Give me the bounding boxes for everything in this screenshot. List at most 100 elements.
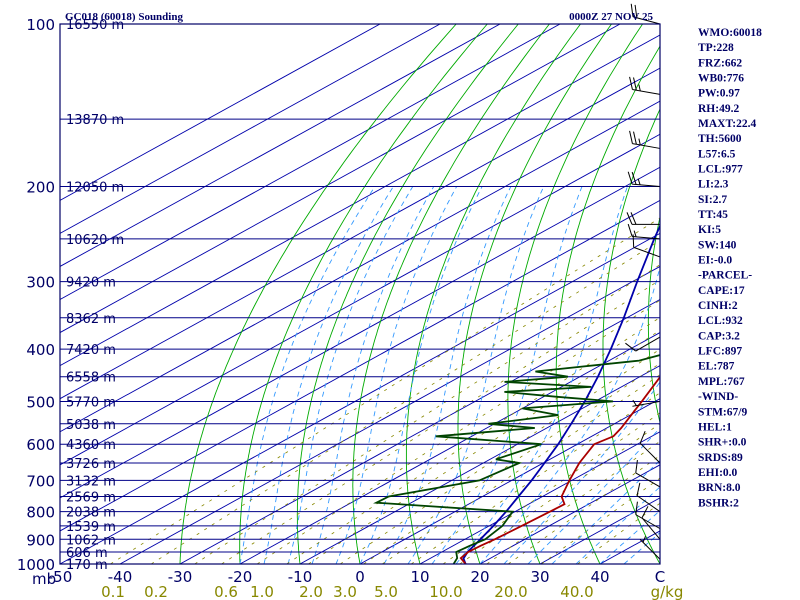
wind-barbs <box>625 3 661 560</box>
stability-index-item: FRZ:662 <box>698 57 742 69</box>
height-label: 2038 m <box>66 506 116 521</box>
wind-barb-flag <box>629 130 633 144</box>
wind-barb-half-flag <box>638 84 641 92</box>
stability-index-item: RH:49.2 <box>698 103 739 115</box>
wind-barb-flag <box>625 342 637 352</box>
stability-index-item: MAXT:22.4 <box>698 118 756 130</box>
wind-barb-flag <box>634 4 638 18</box>
height-label: 606 m <box>66 546 108 561</box>
wind-barb <box>629 130 661 149</box>
wind-barb <box>627 171 661 188</box>
wind-barb <box>639 430 661 464</box>
height-label: 1539 m <box>66 520 116 535</box>
sounding-traces <box>373 223 660 564</box>
stability-index-item: SW:140 <box>698 239 737 251</box>
wind-barb-shaft <box>632 143 661 149</box>
stability-index-item: BRN:8.0 <box>698 482 741 494</box>
stability-index-item: PW:0.97 <box>698 88 740 100</box>
height-label: 1062 m <box>66 533 116 548</box>
isotherm-line <box>60 232 660 564</box>
pressure-tick-label: 700 <box>26 472 55 490</box>
height-label: 7420 m <box>66 343 116 358</box>
height-label: 3726 m <box>66 457 116 472</box>
wind-barb-flag <box>627 171 633 185</box>
mixing-ratio-line <box>577 502 660 564</box>
wind-barb <box>629 76 661 95</box>
wind-barb-half-flag <box>638 138 641 146</box>
wind-barb <box>632 399 661 407</box>
isotherm-line <box>60 24 561 301</box>
stability-index-item: WMO:60018 <box>698 27 762 39</box>
stability-index-item: CAP:3.2 <box>698 330 740 342</box>
wind-barb-shaft <box>632 183 661 188</box>
wind-barb <box>626 212 660 225</box>
height-label: 3132 m <box>66 474 116 489</box>
stability-indices-panel: WMO:60018 TP:228 FRZ:662 WB0:776 PW:0.97 RH:4… <box>698 27 762 509</box>
height-label: 13870 m <box>66 113 124 128</box>
wind-barb-half-flag <box>637 178 641 185</box>
temperature-tick-label: 10 <box>410 568 429 586</box>
wind-barb-flag <box>627 223 633 237</box>
stability-index-item: -WIND- <box>698 391 738 403</box>
mixing-ratio-tick-label: 10.0 <box>429 583 462 600</box>
wind-barb-flag <box>633 131 637 145</box>
temperature-trace <box>459 375 660 564</box>
isotherm-line <box>119 265 660 564</box>
wind-barb-shaft <box>636 495 661 513</box>
isotherm-line <box>60 34 660 367</box>
isotherm-line <box>60 24 441 234</box>
isotherm-line <box>239 332 660 564</box>
wind-barb <box>630 3 661 25</box>
temperature-tick-label: -10 <box>288 568 313 586</box>
height-label: 12050 m <box>66 181 124 196</box>
wind-barb-shaft <box>632 16 661 25</box>
pressure-tick-label: 200 <box>26 179 55 197</box>
height-label: 5770 m <box>66 395 116 410</box>
mixing-ratio-tick-label: 40.0 <box>560 583 593 600</box>
stability-index-item: HEL:1 <box>698 421 732 433</box>
wind-barb-flag <box>633 77 637 91</box>
mixing-ratio-tick-label: 1.0 <box>250 583 274 600</box>
isotherm-line <box>479 464 660 564</box>
wind-barb-shaft <box>632 89 661 95</box>
mixing-ratio-tick-label: 3.0 <box>333 583 357 600</box>
stability-index-item: LI:2.3 <box>698 179 729 191</box>
stability-index-item: EHI:0.0 <box>698 467 738 479</box>
pressure-unit-label: mb <box>32 570 56 588</box>
moist-adiabat-line <box>407 186 545 564</box>
wind-barb-flag <box>635 501 638 515</box>
wind-barb <box>632 234 661 258</box>
stability-index-item: SI:2.7 <box>698 194 727 206</box>
stability-index-item: TP:228 <box>698 42 734 54</box>
wind-barb-shaft <box>639 442 661 464</box>
pressure-tick-label: 100 <box>26 16 55 34</box>
wind-barb-flag <box>626 212 633 225</box>
stability-index-item: EL:787 <box>698 361 735 373</box>
temperature-tick-label: -50 <box>48 568 73 586</box>
moist-adiabat-line <box>503 381 660 564</box>
dewpoint-trace <box>373 354 660 564</box>
temperature-tick-label: -30 <box>168 568 193 586</box>
wind-barb <box>635 501 661 530</box>
temperature-tick-label: 30 <box>530 568 549 586</box>
wind-barb-flag <box>629 76 633 90</box>
wind-barb-half-flag <box>633 230 637 237</box>
stability-index-item: -PARCEL- <box>698 270 752 282</box>
wind-barb-flag <box>630 212 637 225</box>
mixing-ratio-tick-label: 0.1 <box>101 583 125 600</box>
mixing-ratio-tick-label: 0.6 <box>214 583 238 600</box>
wind-barb-shaft <box>635 514 661 530</box>
isotherm-line <box>60 100 660 433</box>
height-label: 4360 m <box>66 438 116 453</box>
stability-index-item: LCL:977 <box>698 164 743 176</box>
chart-datetime: 0000Z 27 NOV 25 <box>569 11 653 23</box>
isotherm-line <box>60 24 501 267</box>
moist-adiabat-line <box>575 486 660 564</box>
pressure-tick-label: 1000 <box>17 556 55 574</box>
height-label: 2569 m <box>66 491 116 506</box>
height-label: 8362 m <box>66 312 116 327</box>
height-label: 5038 m <box>66 418 116 433</box>
stability-index-item: KI:5 <box>698 224 721 236</box>
mixing-ratio-line <box>151 239 660 564</box>
